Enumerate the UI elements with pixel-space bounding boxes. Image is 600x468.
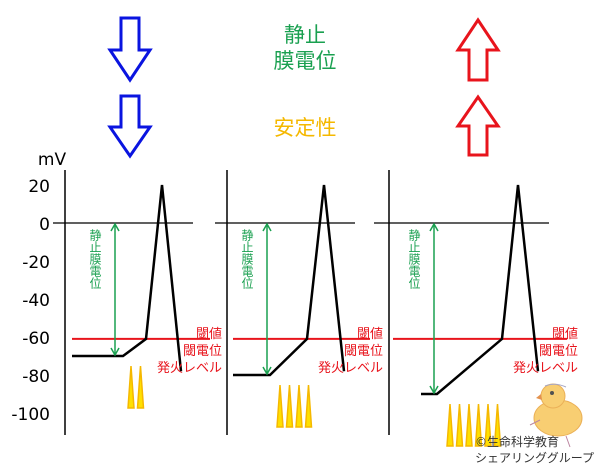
resting-potential-label: 静止膜電位: [88, 229, 102, 289]
stimulus-mark: [446, 403, 454, 447]
y-tick-label: 0: [39, 215, 50, 235]
action-potential-trace: [72, 184, 183, 372]
stimulus-mark: [276, 384, 284, 428]
y-axis-unit: mV: [38, 150, 67, 170]
threshold-label: 閾値: [196, 326, 222, 342]
y-tick-label: -20: [22, 253, 50, 273]
action-potential-trace: [233, 184, 346, 377]
credit-line2: シェアリンググループ: [475, 451, 594, 465]
threshold-label: 閾電位: [183, 344, 222, 359]
y-tick-label: -100: [11, 405, 50, 425]
arrowhead-top: [262, 222, 272, 232]
threshold-label: 発火レベル: [157, 361, 222, 376]
threshold-label: 発火レベル: [318, 361, 383, 376]
arrowhead-bottom: [262, 366, 272, 376]
arrowhead-top: [110, 222, 120, 232]
threshold-label: 発火レベル: [513, 361, 578, 376]
stimulus-mark: [474, 403, 483, 447]
stimulus-mark: [465, 403, 473, 447]
stimulus-mark: [295, 384, 303, 428]
chick-mascot: [529, 383, 583, 448]
blue-down-arrow-1: [107, 16, 153, 83]
y-tick-label: -60: [22, 329, 50, 349]
action-potential-trace: [421, 184, 540, 396]
threshold-label: 閾値: [357, 326, 383, 342]
stimulus-mark: [304, 384, 313, 428]
arrowhead-bottom: [110, 347, 120, 357]
red-up-arrow-2: [455, 94, 501, 157]
red-up-arrow-1: [455, 17, 501, 82]
threshold-label: 閾電位: [344, 344, 383, 359]
title-line1: 静止: [284, 23, 326, 47]
arrowhead-bottom: [429, 385, 439, 395]
stimulus-mark: [127, 365, 135, 409]
stimulus-mark: [484, 403, 492, 447]
stimulus-mark: [285, 384, 294, 428]
stability-label: 安定性: [274, 116, 337, 140]
blue-down-arrow-2: [107, 94, 153, 159]
threshold-label: 閾電位: [539, 344, 578, 359]
credit-line1: ©生命科学教育: [475, 434, 559, 449]
resting-potential-label: 静止膜電位: [407, 229, 421, 289]
arrowhead-top: [429, 222, 439, 232]
y-tick-label: -40: [22, 291, 50, 311]
stimulus-mark: [455, 403, 464, 447]
stimulus-mark: [136, 365, 145, 409]
y-tick-label: 20: [28, 177, 50, 197]
resting-potential-label: 静止膜電位: [240, 229, 254, 289]
y-tick-label: -80: [22, 367, 50, 387]
title-line2: 膜電位: [274, 49, 337, 73]
threshold-label: 閾値: [552, 326, 578, 342]
stimulus-mark: [493, 403, 502, 447]
